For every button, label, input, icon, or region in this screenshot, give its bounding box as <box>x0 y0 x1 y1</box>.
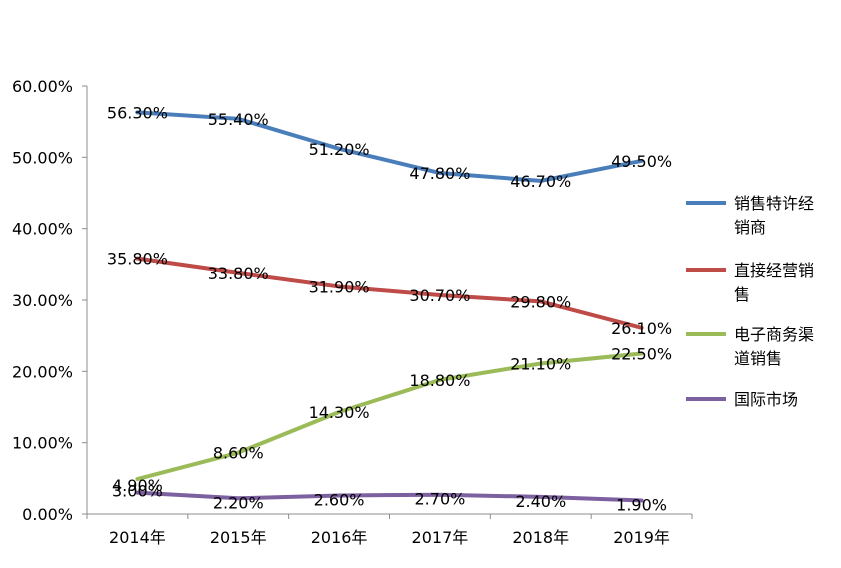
data-label: 33.80% <box>208 264 269 283</box>
data-label: 14.30% <box>309 403 370 422</box>
data-label: 47.80% <box>409 164 470 183</box>
y-tick-label: 0.00% <box>22 505 73 524</box>
data-label: 29.80% <box>510 292 571 311</box>
data-label: 22.50% <box>611 345 672 364</box>
legend-label: 电子商务渠 <box>734 325 814 344</box>
data-label: 46.70% <box>510 172 571 191</box>
series-line-2 <box>135 351 644 482</box>
data-label: 21.10% <box>510 354 571 373</box>
x-tick-label: 2016年 <box>311 528 368 547</box>
x-tick-label: 2017年 <box>412 528 469 547</box>
data-label: 30.70% <box>409 286 470 305</box>
series-line-0 <box>135 110 644 183</box>
legend-label: 道销售 <box>734 349 782 368</box>
data-label: 2.60% <box>314 490 365 509</box>
data-label: 31.90% <box>309 277 370 296</box>
x-tick-label: 2018年 <box>512 528 569 547</box>
data-label: 3.00% <box>112 482 163 501</box>
data-label: 8.60% <box>213 444 264 463</box>
data-label: 2.20% <box>213 493 264 512</box>
legend-label: 售 <box>734 285 750 304</box>
legend-label: 直接经营销 <box>734 261 814 280</box>
y-tick-label: 40.00% <box>12 220 73 239</box>
y-tick-label: 10.00% <box>12 434 73 453</box>
data-labels: 56.30% 55.40% 51.20% 47.80% 46.70% 49.50% 35.8… <box>107 103 672 514</box>
y-tick-label: 50.00% <box>12 148 73 167</box>
x-tick-label: 2015年 <box>210 528 267 547</box>
x-tick-label: 2014年 <box>109 528 166 547</box>
data-label: 56.30% <box>107 103 168 122</box>
series-lines <box>135 110 644 503</box>
data-label: 4.90% <box>112 476 163 495</box>
data-label: 51.20% <box>309 140 370 159</box>
data-label: 2.40% <box>515 492 566 511</box>
y-tick-label: 30.00% <box>12 291 73 310</box>
data-label: 26.10% <box>611 319 672 338</box>
series-line-1 <box>135 256 644 330</box>
data-label: 18.80% <box>409 371 470 390</box>
y-tick-label: 60.00% <box>12 77 73 96</box>
y-axis-ticks: 0.00% 10.00% 20.00% 30.00% 40.00% 50.00% 60.00… <box>12 77 87 524</box>
x-tick-label: 2019年 <box>613 528 670 547</box>
series-line-3 <box>135 490 644 503</box>
legend-label: 销商 <box>734 218 766 237</box>
x-axis-ticks: 2014年 2015年 2016年 2017年 2018年 2019年 <box>86 514 693 547</box>
data-label: 1.90% <box>616 495 667 514</box>
data-label: 49.50% <box>611 152 672 171</box>
data-label: 35.80% <box>107 250 168 269</box>
data-label: 2.70% <box>415 490 466 509</box>
y-tick-label: 20.00% <box>12 362 73 381</box>
legend-label: 销售特许经 <box>734 194 814 213</box>
data-label: 55.40% <box>208 110 269 129</box>
legend-label: 国际市场 <box>734 390 798 409</box>
